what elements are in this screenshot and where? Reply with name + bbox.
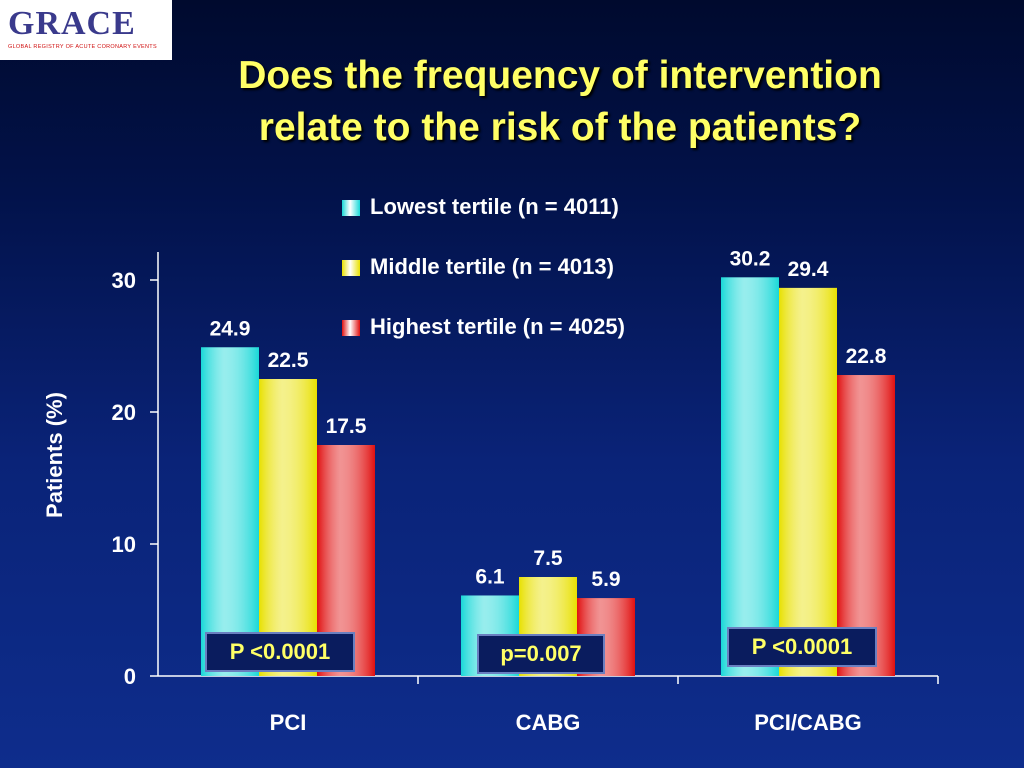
x-category-label: PCI/CABG — [754, 710, 862, 735]
legend-label-highest: Highest tertile (n = 4025) — [370, 314, 625, 339]
bar-value-label: 17.5 — [326, 415, 367, 438]
p-value-pci: P <0.0001 — [205, 632, 355, 672]
y-tick-label: 10 — [112, 532, 136, 557]
x-category-label: PCI — [270, 710, 307, 735]
legend-swatch-middle — [342, 260, 360, 276]
legend-swatch-highest — [342, 320, 360, 336]
bar-value-label: 24.9 — [210, 317, 251, 340]
legend-label-middle: Middle tertile (n = 4013) — [370, 254, 614, 279]
bar-value-label: 22.5 — [268, 349, 309, 372]
legend-swatch-lowest — [342, 200, 360, 216]
bar-value-label: 6.1 — [475, 565, 505, 588]
x-category-label: CABG — [516, 710, 581, 735]
title-line-1: Does the frequency of intervention — [238, 54, 882, 97]
p-value-pci-cabg: P <0.0001 — [727, 627, 877, 667]
y-tick-label: 20 — [112, 400, 136, 425]
grace-logo: GRACE GLOBAL REGISTRY OF ACUTE CORONARY … — [0, 0, 172, 60]
bar-value-label: 7.5 — [533, 547, 563, 570]
y-axis-label: Patients (%) — [42, 392, 67, 518]
title-line-2: relate to the risk of the patients? — [258, 106, 862, 149]
bar-pci-0 — [201, 347, 259, 676]
logo-subtitle: GLOBAL REGISTRY OF ACUTE CORONARY EVENTS — [8, 44, 157, 50]
bar-value-label: 5.9 — [591, 568, 620, 591]
slide-title: Does the frequency of intervention relat… — [150, 50, 970, 154]
bar-pci-cabg-1 — [779, 287, 837, 676]
bar-pci-cabg-2 — [837, 375, 895, 676]
bar-pci-cabg-0 — [721, 277, 779, 676]
y-tick-label: 30 — [112, 268, 136, 293]
bar-value-label: 30.2 — [730, 247, 771, 270]
y-tick-label: 0 — [124, 664, 136, 689]
p-value-cabg: p=0.007 — [477, 634, 605, 674]
bar-value-label: 22.8 — [846, 345, 887, 368]
legend-label-lowest: Lowest tertile (n = 4011) — [370, 194, 619, 219]
logo-wordmark: GRACE — [8, 5, 136, 42]
bar-pci-1 — [259, 379, 317, 676]
bar-value-label: 29.4 — [788, 258, 829, 281]
